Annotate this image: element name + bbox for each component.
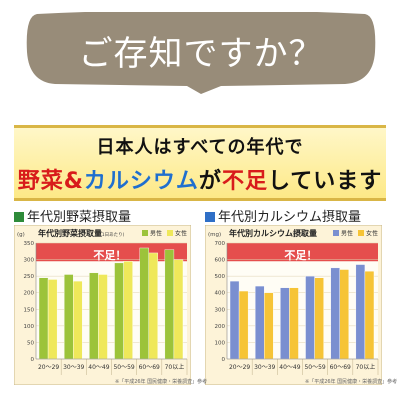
deficit-label: 不足！ [284,249,317,262]
y-tick-label: 350 [24,241,35,247]
x-tick-label: 50～59 [304,364,325,371]
y-tick-label: 200 [215,324,226,330]
bar [254,285,265,360]
unit-label: (mg) [208,232,221,238]
vegetable-intake-chart: 0 50 100 150 200 250 300 350 20～29 30～39 40～49 50～5… [14,225,191,385]
section-title-calcium-text: 年代別カルシウム摂取量 [218,210,362,225]
bar [364,270,375,360]
y-tick-label: 600 [215,258,226,264]
bar [289,287,299,360]
y-tick-label: 0 [222,357,226,363]
x-tick-label: 40～49 [88,364,109,371]
blue-square-icon [205,212,215,222]
banner-ga: が [198,169,222,194]
calcium-intake-chart: 0 100 200 300 400 500 600 700 20～29 30～39 40～49 50～… [205,225,382,385]
chart-title: 年代別カルシウム摂取量 [229,228,317,238]
plot-area [227,243,378,359]
bar [264,292,274,360]
y-tick-label: 500 [215,274,226,280]
banner-vegetables: 野菜 [17,169,64,194]
x-tick-label: 70以上 [165,363,185,371]
legend-label: 男性 [341,230,353,238]
green-square-icon [14,212,24,222]
deficit-band [227,243,378,262]
section-title-calcium: 年代別カルシウム摂取量 [205,206,361,225]
y-tick-label: 100 [24,324,35,330]
legend-label: 男性 [150,230,162,238]
plot-area [36,243,187,359]
x-tick-label: 50～59 [113,364,134,371]
x-tick-label: 70以上 [356,363,376,371]
bar [123,261,133,360]
x-tick-label: 60～69 [139,364,160,371]
source-note-calcium: ※「平成26年 国民健康・栄養調査」参考 [305,379,398,385]
bar [238,290,249,360]
legend-label: 女性 [366,230,378,238]
banner-calcium: カルシウム [83,169,199,194]
bar [229,280,240,360]
headline-banner: 日本人はすべての年代で 野菜&カルシウムが不足しています [14,125,386,201]
legend-swatch [142,230,148,236]
bar [280,287,290,360]
x-tick-label: 20～29 [38,364,59,371]
deficit-label: 不足！ [93,249,126,262]
x-tick-label: 20～29 [229,364,250,371]
bar [173,259,184,360]
section-title-vegetables-text: 年代別野菜摂取量 [27,210,132,225]
y-tick-label: 0 [31,357,35,363]
bar [89,272,99,360]
bar [164,249,175,360]
y-tick-label: 250 [24,274,35,280]
banner-shortage: 不足 [221,169,268,194]
bar [47,279,58,360]
bar [98,274,108,360]
x-tick-label: 40～49 [279,364,300,371]
bar [73,280,83,360]
banner-ampersand: & [63,169,84,194]
bar [139,247,149,360]
section-title-vegetables: 年代別野菜摂取量 [14,206,131,225]
bar [314,277,324,360]
x-tick-label: 30～39 [63,364,84,371]
legend-swatch [167,230,173,236]
bar [330,267,340,360]
x-tick-label: 60～69 [330,364,351,371]
source-note-vegetables: ※「平成26年 国民健康・栄養調査」参考 [115,379,208,385]
legend-label: 女性 [175,230,187,238]
y-tick-label: 300 [24,258,35,264]
y-tick-label: 300 [215,307,226,313]
bar [38,277,49,360]
chart-title: 年代別野菜摂取量 [38,228,102,238]
speech-bubble [26,12,376,94]
banner-line-1: 日本人はすべての年代で [96,137,304,158]
bar [114,262,124,360]
banner-line-2: 野菜&カルシウムが不足しています [14,163,386,195]
y-tick-label: 150 [24,307,35,313]
bar [63,274,74,360]
legend-swatch [358,230,364,236]
header-question: ご存知ですか？ [78,34,324,74]
chart-subtitle: (1日あたり) [291,232,316,238]
y-tick-label: 700 [215,241,226,247]
bar [148,252,159,360]
y-tick-label: 400 [215,291,226,297]
legend-swatch [333,230,339,236]
x-tick-label: 30～39 [254,364,275,371]
y-tick-label: 50 [27,340,34,346]
chart-subtitle: (1日あたり) [100,232,125,238]
bar [355,264,366,360]
bar [339,269,350,360]
y-tick-label: 200 [24,291,35,297]
bar [305,275,315,360]
unit-label: (g) [17,232,25,238]
y-tick-label: 100 [215,340,226,346]
banner-tail: しています [267,169,383,194]
